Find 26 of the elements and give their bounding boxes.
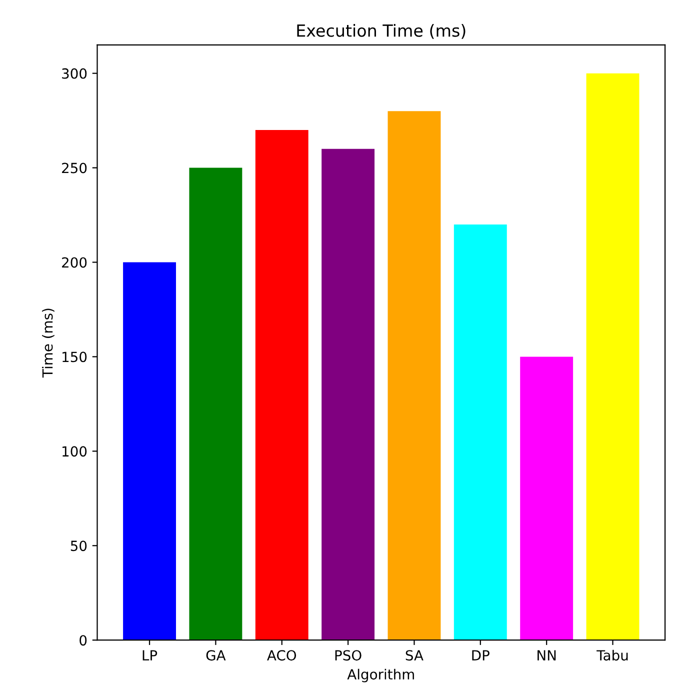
x-tick-label: Tabu — [596, 650, 628, 661]
x-tick-label: NN — [538, 650, 556, 660]
bar — [586, 73, 640, 640]
x-tick-label: PSO — [335, 650, 362, 661]
y-tick-label: 100 — [62, 446, 87, 457]
y-tick-label: 200 — [62, 257, 87, 268]
y-tick-label: 300 — [62, 68, 87, 79]
y-tick-label: 50 — [70, 540, 87, 552]
x-tick-label: LP — [142, 650, 158, 660]
x-tick-label: SA — [406, 650, 424, 661]
y-tick-label: 150 — [62, 352, 87, 362]
x-tick-label: ACO — [267, 650, 296, 661]
x-tick-label: GA — [206, 650, 226, 661]
bar — [189, 168, 242, 640]
y-tick-label: 250 — [62, 162, 87, 174]
y-tick-label: 0 — [80, 635, 87, 646]
x-tick-label: DP — [472, 650, 490, 660]
x-axis-title: Algorithm — [347, 668, 414, 682]
y-axis-title: Time (ms) — [42, 308, 54, 378]
bar — [454, 224, 507, 640]
chart-title: Execution Time (ms) — [297, 24, 466, 39]
bar — [388, 111, 441, 640]
bar — [322, 148, 375, 640]
bar — [520, 356, 574, 640]
bar — [123, 262, 176, 640]
bar — [255, 130, 308, 640]
